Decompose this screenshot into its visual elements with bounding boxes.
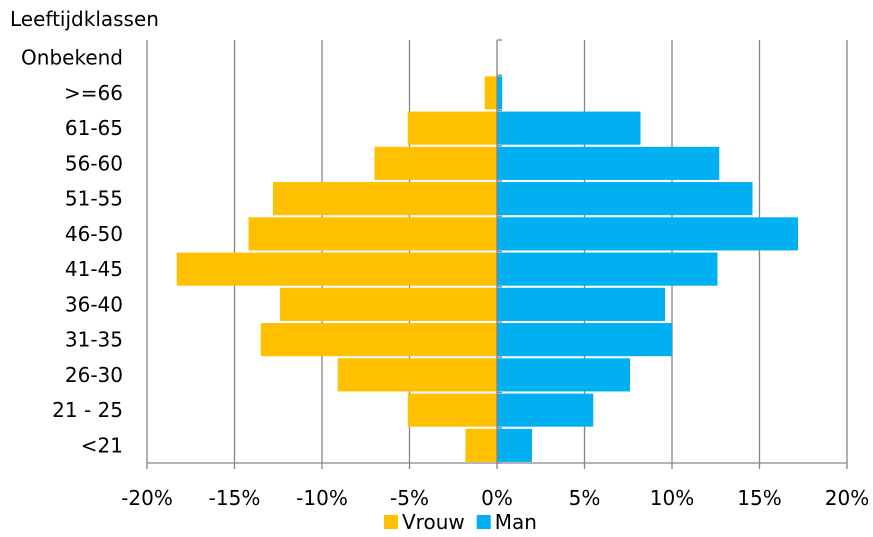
category-label-3: 56-60 (65, 151, 123, 175)
x-tick-label-3: -5% (390, 486, 429, 510)
legend-label-man: Man (495, 510, 537, 534)
bar-vrouw-10 (407, 393, 497, 427)
axes (146, 39, 848, 469)
legend-swatch-vrouw (384, 515, 398, 529)
category-labels: Onbekend >=66 61-65 56-60 51-55 46-50 41-45 36-… (21, 46, 123, 458)
bar-man-9 (497, 358, 630, 392)
gridlines (146, 40, 848, 463)
bar-vrouw-8 (260, 323, 497, 357)
x-tick-label-6: 10% (650, 486, 694, 510)
category-label-9: 26-30 (65, 363, 123, 387)
bar-man-10 (497, 393, 594, 427)
category-label-10: 21 - 25 (52, 398, 123, 422)
legend: Vrouw Man (384, 510, 537, 534)
x-tick-label-0: -20% (121, 486, 173, 510)
category-label-5: 46-50 (65, 222, 123, 246)
x-tick-label-4: 0% (481, 486, 513, 510)
bar-man-8 (497, 323, 672, 357)
bar-man-11 (497, 428, 532, 462)
legend-swatch-man (476, 515, 491, 529)
bar-vrouw-2 (407, 111, 497, 145)
x-tick-label-7: 15% (737, 486, 781, 510)
category-label-2: 61-65 (65, 116, 123, 140)
bar-vrouw-5 (248, 217, 497, 251)
bar-vrouw-1 (484, 76, 497, 110)
x-tick-label-5: 5% (569, 486, 601, 510)
category-label-11: <21 (81, 433, 123, 457)
x-tick-label-8: 20% (825, 486, 869, 510)
bar-vrouw-3 (374, 146, 497, 180)
category-label-1: >=66 (64, 81, 123, 105)
bar-vrouw-6 (176, 252, 497, 286)
legend-label-vrouw: Vrouw (402, 510, 465, 534)
bar-man-2 (497, 111, 641, 145)
category-label-4: 51-55 (65, 187, 123, 211)
bar-man-1 (497, 76, 503, 110)
x-tick-labels: -20% -15% -10% -5% 0% 5% 10% 15% 20% (121, 486, 869, 510)
category-label-7: 36-40 (65, 292, 123, 316)
category-label-6: 41-45 (65, 257, 123, 281)
y-axis-title: Leeftijdklassen (10, 7, 159, 31)
bar-vrouw-11 (465, 428, 497, 462)
bar-vrouw-4 (273, 182, 497, 216)
bar-man-4 (497, 182, 753, 216)
bar-vrouw-7 (280, 287, 497, 321)
bar-man-5 (497, 217, 798, 251)
bar-man-6 (497, 252, 718, 286)
bars (176, 76, 798, 462)
category-label-8: 31-35 (65, 328, 123, 352)
bar-man-7 (497, 287, 665, 321)
x-tick-label-2: -10% (296, 486, 348, 510)
bar-vrouw-9 (337, 358, 497, 392)
bar-man-3 (497, 146, 720, 180)
category-label-0: Onbekend (21, 46, 123, 70)
x-tick-label-1: -15% (209, 486, 261, 510)
